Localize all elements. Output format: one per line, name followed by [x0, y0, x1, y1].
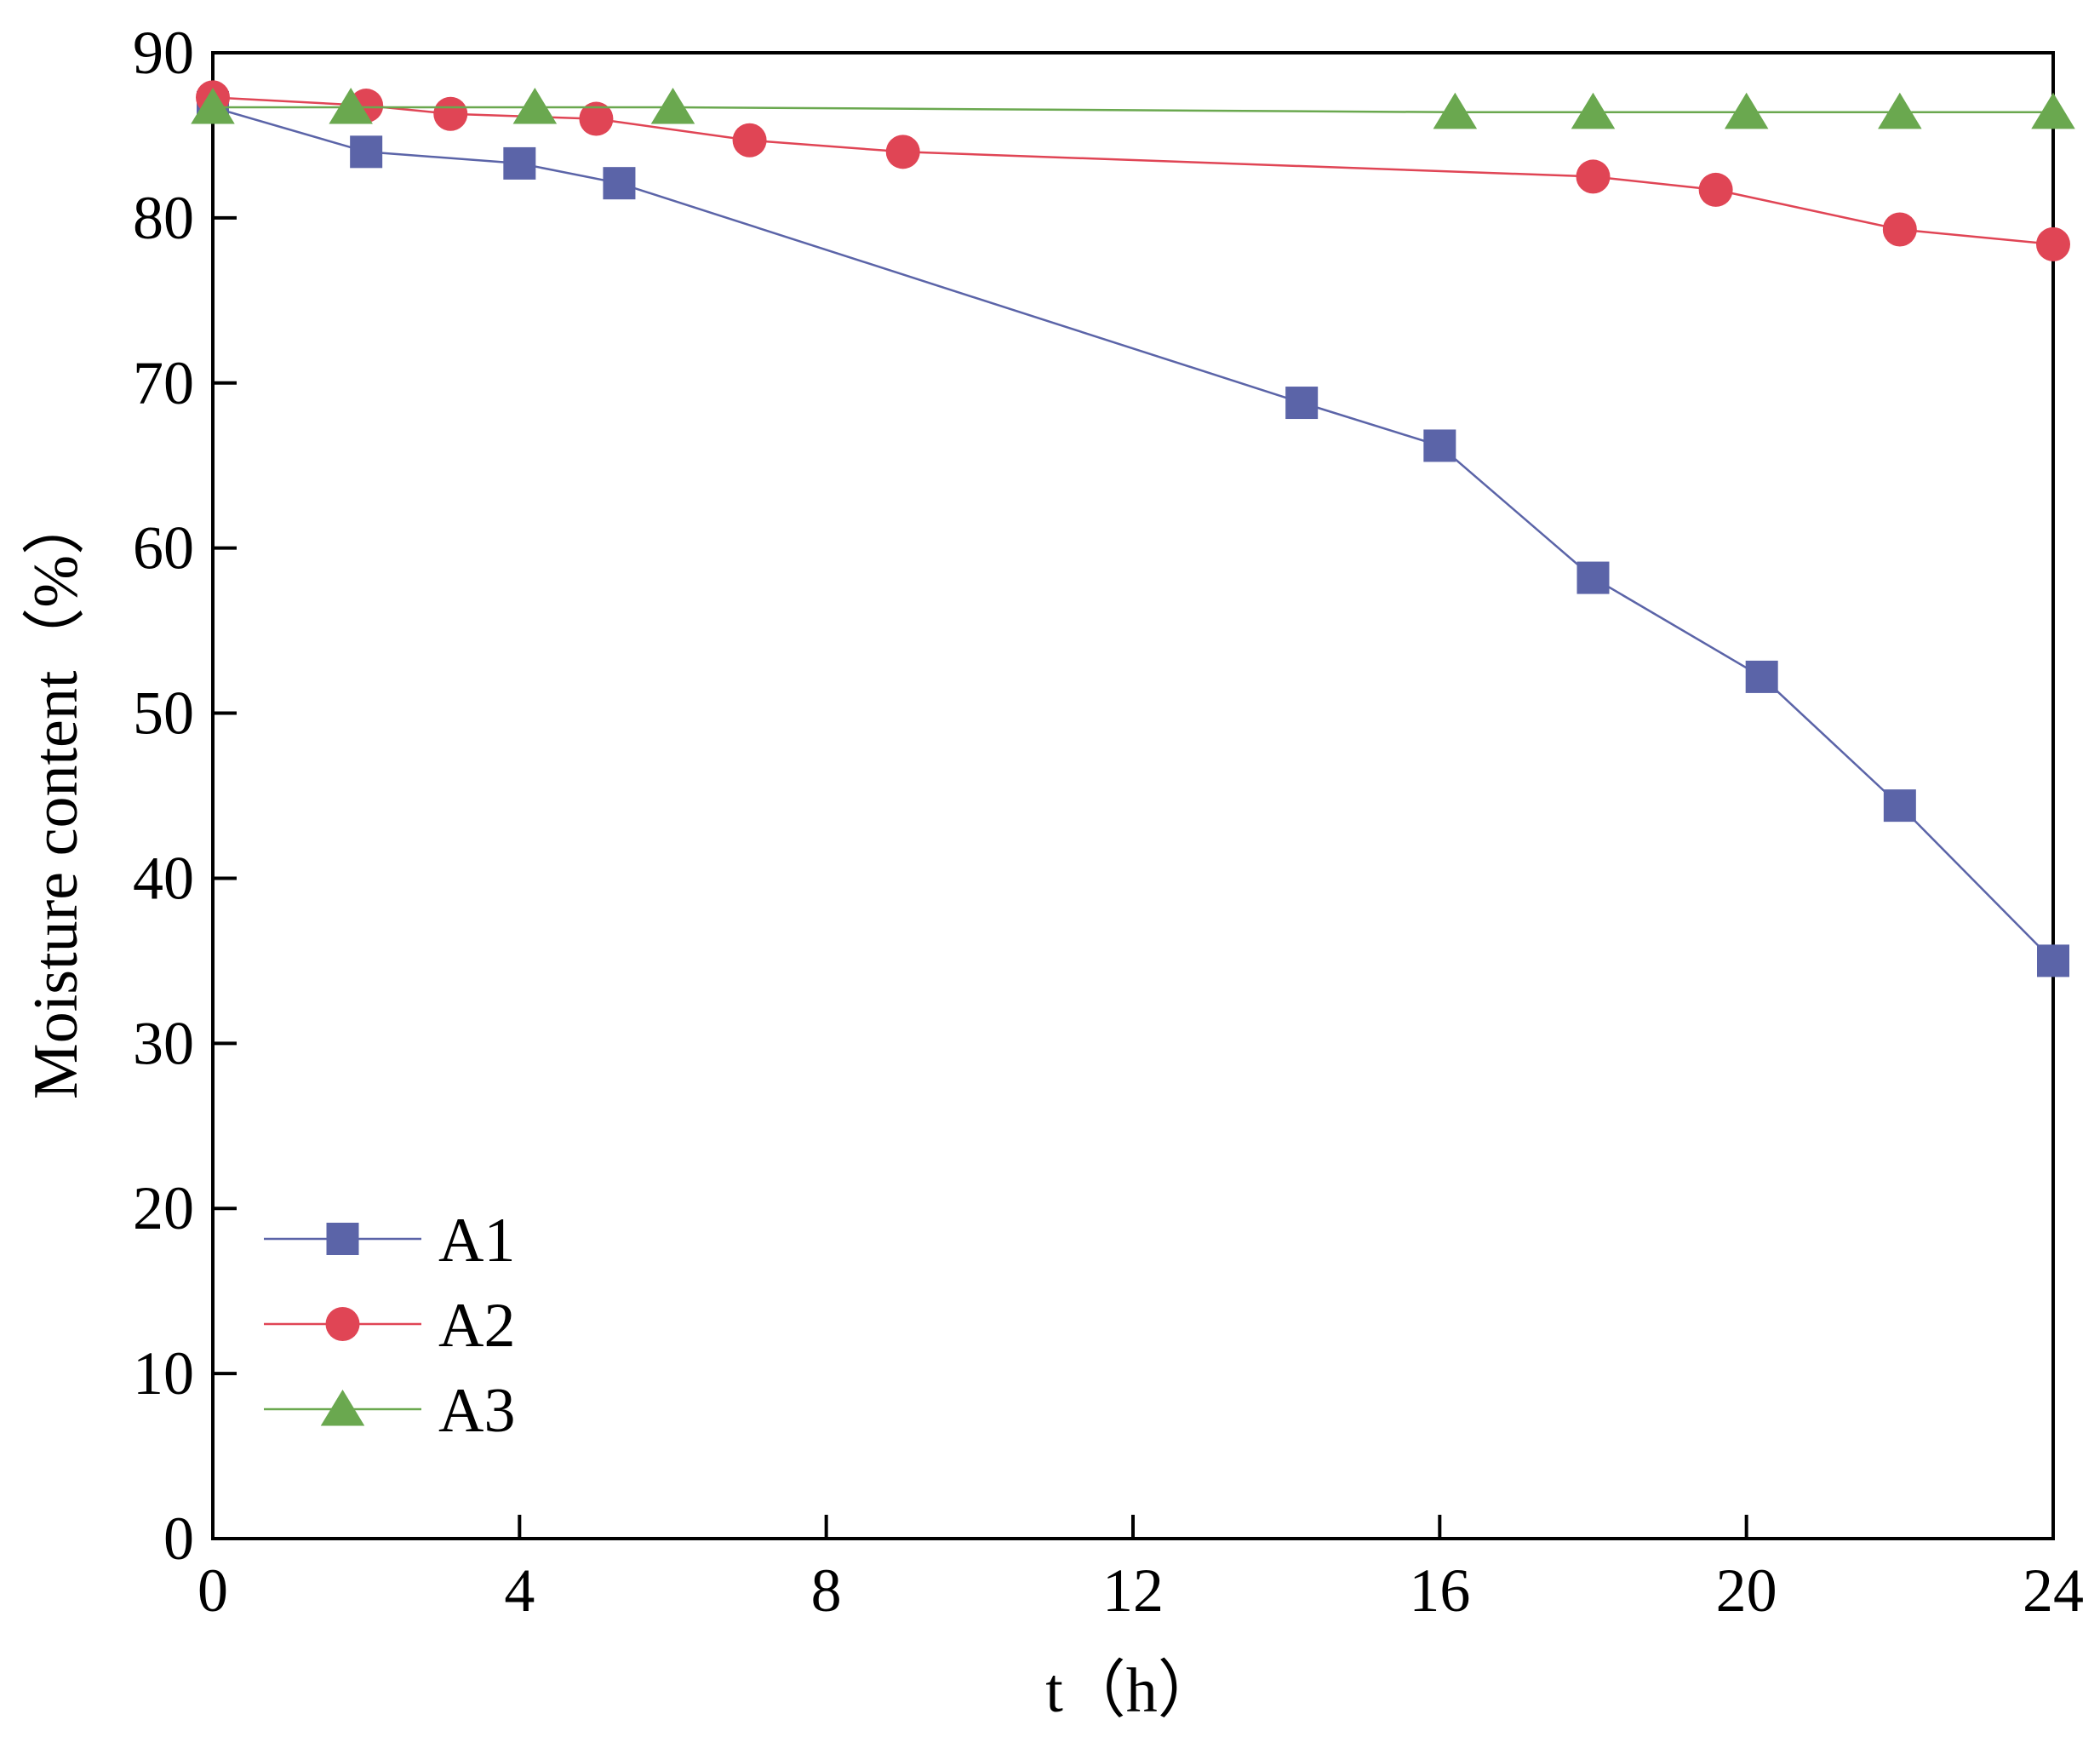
series-line-a2 [212, 96, 2054, 246]
data-point-a1 [2037, 944, 2069, 977]
y-tick-label: 70 [133, 349, 194, 417]
legend-label-a3: A3 [438, 1376, 515, 1446]
x-tick-label: 24 [2023, 1556, 2084, 1625]
data-point-a1 [503, 146, 536, 180]
series-group [191, 80, 2075, 977]
y-tick-label: 20 [133, 1174, 194, 1242]
data-point-a1 [350, 135, 383, 169]
x-tick-label: 0 [197, 1556, 228, 1625]
data-point-a3 [1433, 92, 1478, 129]
data-point-a2 [1882, 212, 1917, 247]
data-point-a1 [1576, 561, 1610, 594]
y-tick-label: 90 [133, 19, 194, 87]
data-point-a3 [1571, 92, 1616, 129]
data-point-a2 [1576, 159, 1611, 194]
data-point-a3 [512, 87, 558, 124]
data-point-a2 [2036, 226, 2070, 261]
y-tick-label: 40 [133, 844, 194, 912]
legend-label-a1: A1 [438, 1206, 515, 1276]
legend-label-a2: A2 [438, 1291, 515, 1361]
legend-marker-a2 [325, 1307, 360, 1341]
legend: A1 A2 A3 [264, 1206, 515, 1446]
y-tick-label: 0 [163, 1505, 194, 1573]
y-tick-label: 80 [133, 184, 194, 252]
data-point-a3 [1724, 92, 1769, 129]
data-point-a3 [650, 87, 695, 124]
data-point-a1 [1423, 429, 1456, 462]
data-point-a1 [1745, 660, 1778, 693]
x-tick-label: 12 [1102, 1556, 1164, 1625]
y-tick-label: 50 [133, 679, 194, 748]
y-tick-label: 30 [133, 1009, 194, 1077]
y-tick-label: 10 [133, 1339, 194, 1407]
data-point-a2 [579, 101, 614, 136]
x-tick-label: 20 [1716, 1556, 1777, 1625]
data-point-a1 [1883, 789, 1916, 823]
data-point-a2 [732, 123, 767, 158]
x-tick-label: 4 [504, 1556, 535, 1625]
series-line-a1 [212, 106, 2054, 962]
x-tick-label: 8 [811, 1556, 842, 1625]
series-line-a3 [213, 106, 2053, 114]
x-tick-label: 16 [1409, 1556, 1470, 1625]
legend-marker-a1 [326, 1223, 359, 1255]
legend-marker-a3 [320, 1390, 365, 1426]
data-point-a3 [2031, 92, 2075, 129]
data-point-a3 [191, 87, 235, 124]
axes-group: 0 4 8 12 16 20 24 0 10 20 30 40 50 60 70 80 90 [133, 19, 2084, 1625]
data-point-a3 [1878, 92, 1922, 129]
data-point-a3 [329, 87, 373, 124]
data-point-a1 [603, 167, 636, 200]
data-point-a1 [1285, 387, 1319, 420]
data-point-a2 [1698, 172, 1733, 207]
data-point-a2 [433, 96, 468, 131]
x-axis-title: t（h） [1045, 1656, 1221, 1726]
y-tick-label: 60 [133, 514, 194, 582]
data-point-a2 [885, 135, 920, 169]
y-axis-title: Moisture content（%） [21, 492, 91, 1099]
